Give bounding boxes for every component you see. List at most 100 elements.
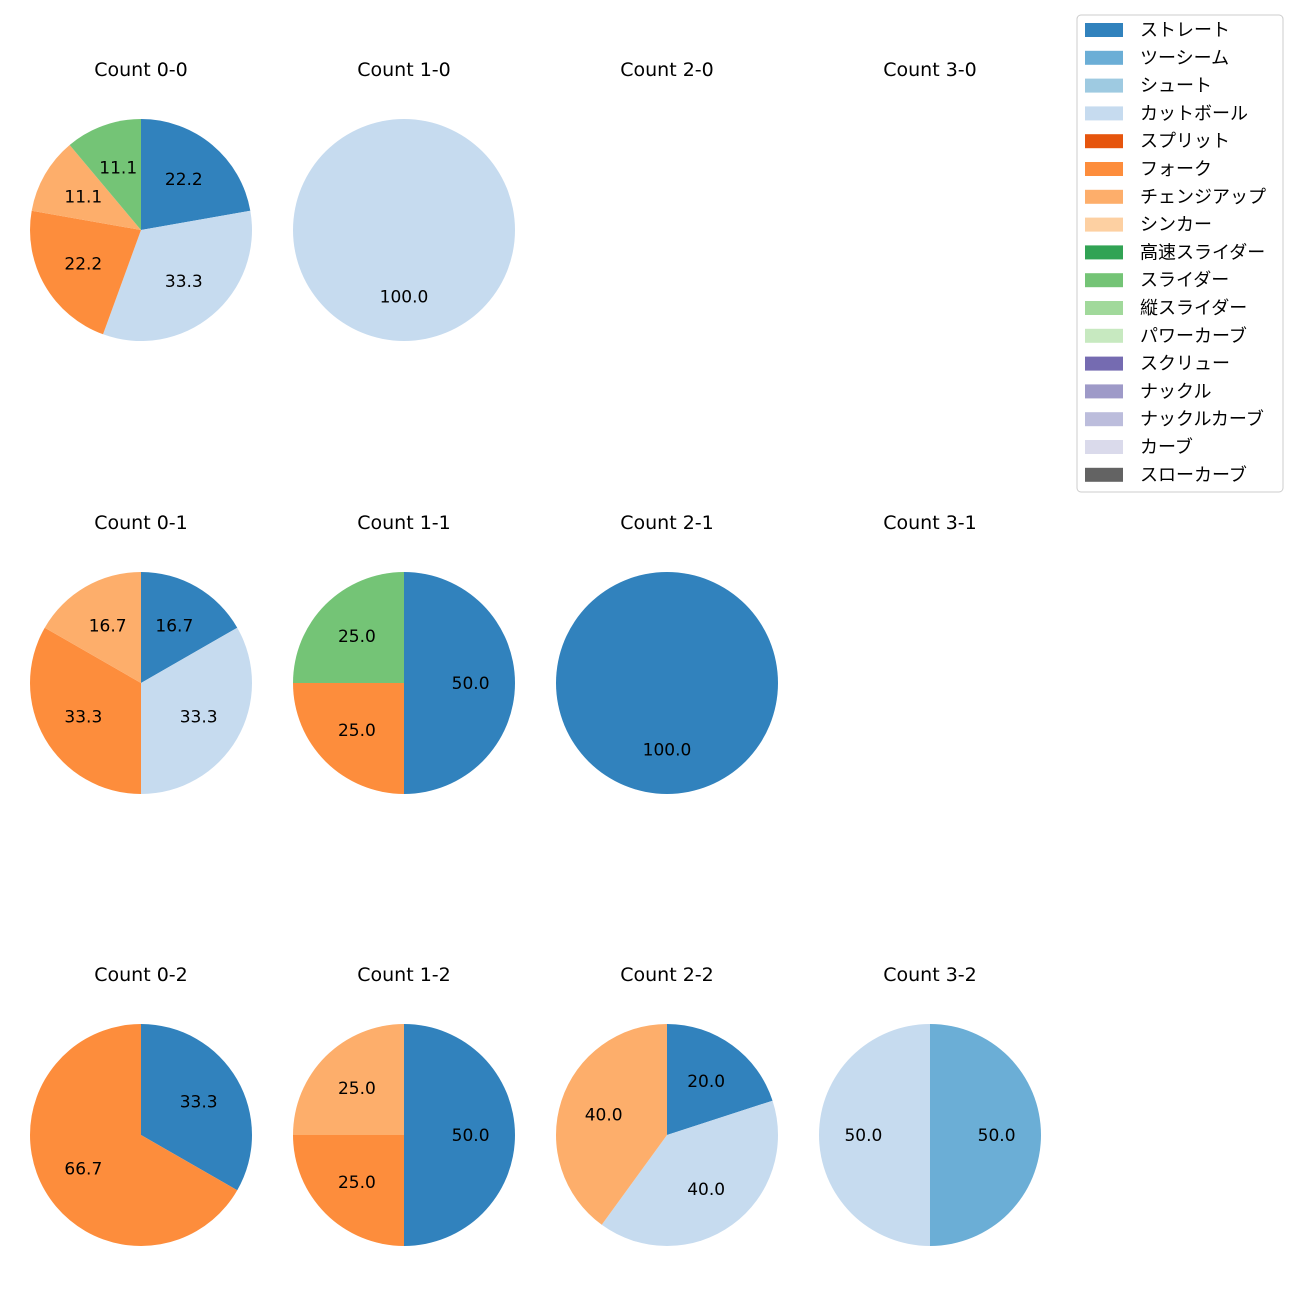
legend-label: 縦スライダー [1140, 298, 1247, 319]
legend-item: スローカーブ [1085, 464, 1247, 486]
legend-item: スプリット [1085, 131, 1230, 152]
pie-slice-label: 50.0 [844, 1126, 882, 1146]
legend-item: シンカー [1085, 215, 1212, 236]
legend-item: 縦スライダー [1085, 298, 1247, 319]
legend-swatch [1085, 412, 1123, 427]
legend-swatch [1085, 245, 1123, 260]
pie-title: Count 3-0 [883, 59, 977, 81]
pie-slice [293, 1135, 404, 1246]
pie-slice [556, 572, 778, 794]
pie-slice [30, 210, 141, 335]
pie-count-2-0: Count 2-0 [620, 59, 714, 81]
legend-frame [1076, 14, 1284, 493]
legend-item: カットボール [1085, 103, 1248, 124]
pie-count-0-0: Count 0-0 22.2 33.3 22.2 11.1 11.1 [30, 59, 252, 341]
legend-item: 高速スライダー [1085, 242, 1265, 263]
pie-slice [404, 1024, 515, 1246]
pie-slice [141, 572, 238, 683]
legend-label: チェンジアップ [1140, 187, 1266, 208]
legend-label: パワーカーブ [1140, 325, 1247, 347]
pie-slice [404, 572, 515, 794]
legend-label: スローカーブ [1140, 464, 1247, 486]
legend-label: スライダー [1140, 270, 1229, 291]
pie-slice-label: 25.0 [338, 1079, 376, 1099]
pie-title: Count 3-2 [883, 964, 977, 986]
pie-slice-label: 40.0 [687, 1180, 725, 1200]
pie-slice-label: 25.0 [338, 627, 376, 647]
pie-title: Count 1-2 [357, 964, 451, 986]
legend-swatch [1085, 273, 1123, 288]
pie-count-0-2: Count 0-2 33.3 66.7 [30, 964, 252, 1246]
pie-slice-label: 33.3 [180, 707, 218, 727]
pie-slice [293, 683, 404, 794]
pie-slice [819, 1024, 930, 1246]
pie-slice-label: 66.7 [64, 1159, 102, 1179]
legend-swatch [1085, 106, 1123, 121]
pie-count-0-1: Count 0-1 16.7 33.3 33.3 16.7 [30, 512, 253, 794]
pie-slice [69, 119, 141, 230]
pie-count-3-0: Count 3-0 [883, 59, 977, 81]
legend-label: カーブ [1140, 436, 1193, 458]
pie-count-3-2: Count 3-2 50.0 50.0 [819, 964, 1041, 1246]
pie-slice [556, 1024, 667, 1225]
legend-swatch [1085, 50, 1123, 65]
pie-count-1-1: Count 1-1 50.0 25.0 25.0 [293, 512, 515, 794]
pie-slice-label: 22.2 [64, 254, 102, 274]
pie-slice-label: 25.0 [338, 1173, 376, 1193]
pie-slice-label: 33.3 [165, 272, 203, 292]
pie-slice-label: 33.3 [64, 707, 102, 727]
legend-label: ナックルカーブ [1140, 408, 1264, 430]
legend-item: チェンジアップ [1085, 187, 1266, 208]
pie-slice [30, 1024, 238, 1246]
pie-slice [103, 210, 252, 341]
legend-swatch [1085, 356, 1123, 371]
pie-title: Count 2-2 [620, 964, 714, 986]
pie-count-3-1: Count 3-1 [883, 512, 977, 534]
legend-swatch [1085, 134, 1123, 149]
legend-swatch [1085, 384, 1123, 399]
pie-count-1-2: Count 1-2 50.0 25.0 25.0 [293, 964, 515, 1246]
pie-slice [930, 1024, 1041, 1246]
pie-title: Count 3-1 [883, 512, 977, 534]
pie-slice [141, 119, 251, 230]
legend-item: パワーカーブ [1085, 325, 1247, 347]
pie-count-1-0: Count 1-0 100.0 [293, 59, 515, 341]
legend-swatch [1085, 467, 1123, 482]
pie-slice-label: 20.0 [687, 1072, 725, 1092]
legend-item: ナックルカーブ [1085, 408, 1264, 430]
pie-slice-label: 50.0 [452, 1126, 490, 1146]
pie-slice [293, 1024, 404, 1135]
legend-swatch [1085, 23, 1123, 37]
pie-slice-label: 22.2 [165, 170, 203, 190]
legend-item: ナックル [1085, 381, 1211, 402]
legend-label: カットボール [1140, 103, 1248, 124]
legend: ストレートツーシームシュートカットボールスプリットフォークチェンジアップシンカー… [1076, 14, 1284, 493]
legend-label: スプリット [1140, 131, 1230, 152]
pie-slice-label: 11.1 [99, 158, 137, 178]
legend-label: シンカー [1140, 215, 1212, 236]
legend-swatch [1085, 78, 1123, 93]
legend-label: ストレート [1140, 20, 1230, 41]
pie-slice [293, 572, 404, 683]
pie-slice-label: 16.7 [155, 616, 193, 636]
legend-label: スクリュー [1140, 354, 1230, 375]
legend-item: スクリュー [1085, 354, 1230, 375]
pie-slice-label: 100.0 [380, 288, 429, 308]
pie-slice [141, 627, 253, 794]
pie-title: Count 1-0 [357, 59, 451, 81]
pie-slice [31, 144, 141, 230]
legend-swatch [1085, 162, 1123, 176]
legend-item: フォーク [1085, 159, 1212, 180]
legend-item: ストレート [1085, 20, 1230, 41]
legend-item: スライダー [1085, 270, 1229, 291]
pie-slice-label: 100.0 [643, 741, 692, 761]
legend-swatch [1085, 301, 1123, 315]
legend-label: 高速スライダー [1140, 242, 1265, 263]
legend-label: シュート [1140, 76, 1212, 97]
legend-item: シュート [1085, 76, 1212, 97]
pie-title: Count 0-1 [94, 512, 188, 534]
pie-charts: Count 0-0 22.2 33.3 22.2 11.1 11.1 Count 1-0 10… [30, 59, 1041, 1246]
pie-slice-label: 11.1 [64, 188, 102, 208]
pie-title: Count 0-0 [94, 59, 188, 81]
